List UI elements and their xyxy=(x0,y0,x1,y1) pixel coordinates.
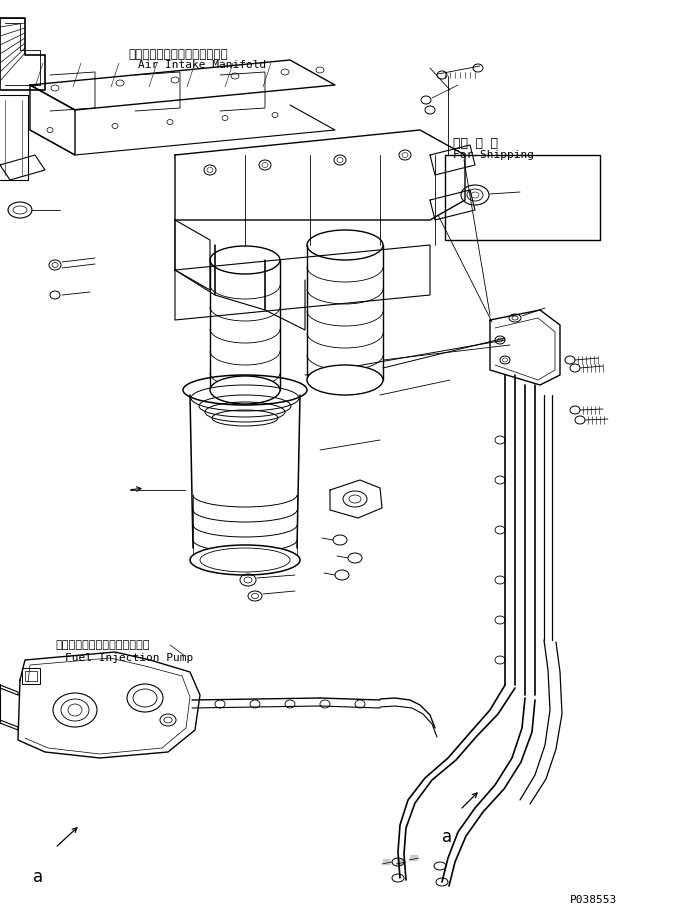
Ellipse shape xyxy=(190,545,300,575)
Text: a: a xyxy=(442,828,452,846)
Bar xyxy=(25,671,37,681)
Ellipse shape xyxy=(210,376,280,404)
Text: 連携 部 品: 連携 部 品 xyxy=(453,137,498,150)
Text: P038553: P038553 xyxy=(570,895,617,905)
Text: Air Intake Manifold: Air Intake Manifold xyxy=(138,60,266,70)
Text: a: a xyxy=(33,868,43,886)
Bar xyxy=(445,155,600,240)
Text: フェルインジェクションポンプ: フェルインジェクションポンプ xyxy=(55,640,149,650)
Text: エアーインテークマニホールド: エアーインテークマニホールド xyxy=(128,48,227,61)
Text: Fuel Injection Pump: Fuel Injection Pump xyxy=(65,653,194,663)
Ellipse shape xyxy=(307,365,383,395)
Bar xyxy=(22,668,40,684)
Text: For Shipping: For Shipping xyxy=(453,150,534,160)
